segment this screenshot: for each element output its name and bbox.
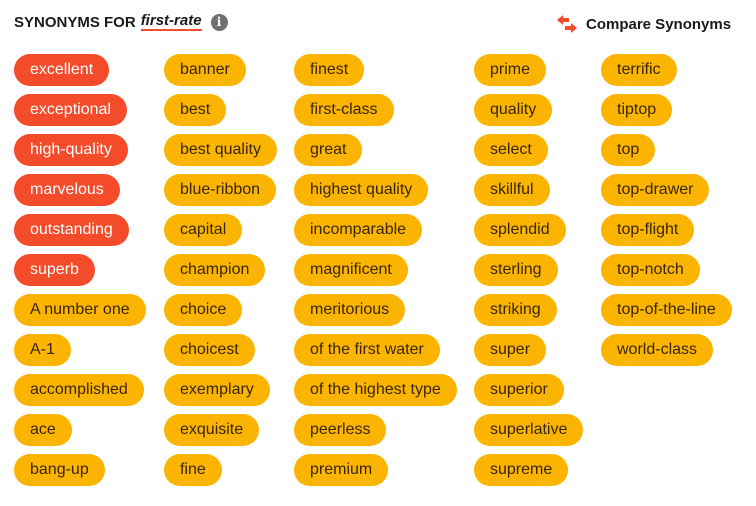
synonym-chip[interactable]: highest quality (294, 174, 429, 206)
synonym-chip[interactable]: tiptop (601, 94, 673, 126)
synonym-chip[interactable]: choicest (164, 334, 255, 366)
swap-arrows-icon (557, 15, 577, 33)
synonym-column-1: excellent exceptional high-quality marvelou… (14, 54, 146, 486)
synonym-chip[interactable]: super (474, 334, 547, 366)
synonym-chip[interactable]: striking (474, 294, 557, 326)
synonym-chip[interactable]: capital (164, 214, 243, 246)
synonym-chip[interactable]: peerless (294, 414, 387, 446)
synonym-column-3: finest first-class great highest quality inc… (294, 54, 457, 486)
synonym-chip[interactable]: of the first water (294, 334, 440, 366)
synonym-chip[interactable]: high-quality (14, 134, 128, 166)
heading-prefix: SYNONYMS FOR (14, 13, 136, 31)
synonym-chip[interactable]: superb (14, 254, 95, 286)
synonym-chip[interactable]: banner (164, 54, 246, 86)
synonym-chip[interactable]: best quality (164, 134, 277, 166)
synonym-column-5: terrific tiptop top top-drawer top-flight top… (601, 54, 732, 366)
synonym-chip[interactable]: incomparable (294, 214, 423, 246)
compare-synonyms-label: Compare Synonyms (586, 15, 732, 33)
synonym-chip[interactable]: blue-ribbon (164, 174, 277, 206)
synonym-chip[interactable]: of the highest type (294, 374, 457, 406)
synonym-chip[interactable]: first-class (294, 94, 394, 126)
synonym-column-4: prime quality select skillful splendid sterli… (474, 54, 584, 486)
synonym-chip[interactable]: premium (294, 454, 389, 486)
synonym-chip[interactable]: top (601, 134, 656, 166)
synonym-chip[interactable]: accomplished (14, 374, 144, 406)
synonym-chip[interactable]: champion (164, 254, 266, 286)
synonym-chip[interactable]: sterling (474, 254, 558, 286)
compare-synonyms-button[interactable]: Compare Synonyms (556, 15, 731, 33)
synonyms-heading: SYNONYMS FOR first-rate i (14, 13, 228, 31)
synonym-chip[interactable]: great (294, 134, 363, 166)
synonym-chip[interactable]: skillful (474, 174, 550, 206)
synonym-chip[interactable]: exquisite (164, 414, 260, 446)
synonym-chip[interactable]: terrific (601, 54, 677, 86)
synonym-chip[interactable]: quality (474, 94, 553, 126)
synonym-chip[interactable]: select (474, 134, 548, 166)
synonym-chip[interactable]: exemplary (164, 374, 270, 406)
synonym-chip[interactable]: finest (294, 54, 365, 86)
synonym-chip[interactable]: world-class (601, 334, 714, 366)
synonym-chip[interactable]: exceptional (14, 94, 127, 126)
synonym-chip[interactable]: splendid (474, 214, 566, 246)
synonym-chip[interactable]: superlative (474, 414, 584, 446)
synonym-chip[interactable]: excellent (14, 54, 110, 86)
synonym-chip[interactable]: best (164, 94, 227, 126)
synonym-chip[interactable]: bang-up (14, 454, 105, 486)
synonym-chip[interactable]: meritorious (294, 294, 406, 326)
synonym-chip[interactable]: top-flight (601, 214, 695, 246)
info-icon[interactable]: i (210, 13, 228, 31)
synonym-chip[interactable]: superior (474, 374, 564, 406)
synonym-chip[interactable]: top-notch (601, 254, 700, 286)
synonym-chip[interactable]: marvelous (14, 174, 120, 206)
synonym-chip[interactable]: choice (164, 294, 243, 326)
synonym-chip[interactable]: A-1 (14, 334, 71, 366)
synonym-chip[interactable]: outstanding (14, 214, 129, 246)
synonym-chip[interactable]: fine (164, 454, 222, 486)
synonym-chip[interactable]: magnificent (294, 254, 408, 286)
synonym-column-2: banner best best quality blue-ribbon capital… (164, 54, 277, 486)
synonym-chip[interactable]: prime (474, 54, 547, 86)
synonym-chip[interactable]: supreme (474, 454, 569, 486)
synonym-chip[interactable]: top-drawer (601, 174, 710, 206)
heading-word: first-rate (140, 12, 202, 31)
synonym-chip[interactable]: ace (14, 414, 72, 446)
synonym-chip[interactable]: top-of-the-line (601, 294, 732, 326)
synonym-chip[interactable]: A number one (14, 294, 146, 326)
